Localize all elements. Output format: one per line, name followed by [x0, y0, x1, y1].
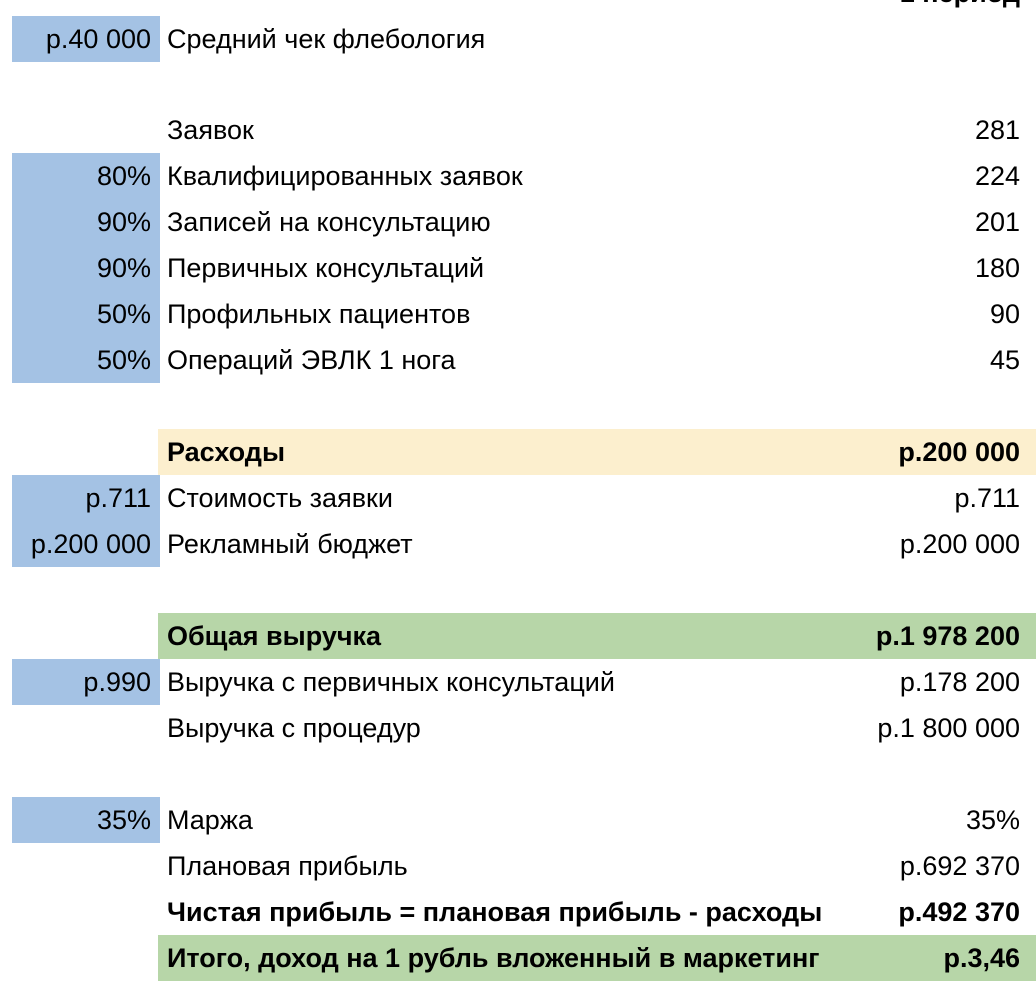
total-revenue-label: Общая выручка — [167, 621, 382, 651]
net-profit-cell[interactable]: Чистая прибыль = плановая прибыль - расх… — [158, 889, 1036, 935]
rev-procedures-value: р.1 800 000 — [877, 713, 1020, 743]
bookings-cell[interactable]: Записей на консультацию 201 — [158, 199, 1036, 245]
request-cost-label: Стоимость заявки — [167, 483, 393, 513]
total-revenue-input-cell[interactable] — [12, 613, 160, 659]
qualified-input-cell[interactable]: 80% — [12, 153, 160, 199]
net-profit-value: р.492 370 — [898, 897, 1020, 927]
row-bookings: 90% Записей на консультацию 201 — [0, 199, 1036, 245]
row-total-revenue: Общая выручка р.1 978 200 — [0, 613, 1036, 659]
operations-cell[interactable]: Операций ЭВЛК 1 нога 45 — [158, 337, 1036, 383]
expenses-label: Расходы — [167, 437, 286, 467]
net-profit-label: Чистая прибыль = плановая прибыль - расх… — [167, 897, 823, 927]
row-expenses: Расходы р.200 000 — [0, 429, 1036, 475]
row-rev-primary: р.990 Выручка с первичных консультаций р… — [0, 659, 1036, 705]
operations-label: Операций ЭВЛК 1 нога — [167, 345, 456, 375]
period-header[interactable]: 1 период — [900, 0, 1020, 8]
rev-procedures-input-cell[interactable] — [12, 705, 160, 751]
requests-value: 281 — [974, 115, 1020, 145]
ad-budget-label: Рекламный бюджет — [167, 529, 413, 559]
profile-label: Профильных пациентов — [167, 299, 471, 329]
margin-label: Маржа — [167, 805, 253, 835]
avg-check-label-cell[interactable]: Средний чек флебология — [158, 16, 1036, 62]
row-ad-budget: р.200 000 Рекламный бюджет р.200 000 — [0, 521, 1036, 567]
rev-primary-label: Выручка с первичных консультаций — [167, 667, 615, 697]
avg-check-input-cell[interactable]: р.40 000 — [12, 16, 160, 62]
row-roi: Итого, доход на 1 рубль вложенный в марк… — [0, 935, 1036, 981]
expenses-input-cell[interactable] — [12, 429, 160, 475]
row-rev-procedures: Выручка с процедур р.1 800 000 — [0, 705, 1036, 751]
rev-primary-cell[interactable]: Выручка с первичных консультаций р.178 2… — [158, 659, 1036, 705]
requests-cell[interactable]: Заявок 281 — [158, 107, 1036, 153]
avg-check-label: Средний чек флебология — [167, 24, 486, 54]
request-cost-value: р.711 — [954, 483, 1020, 513]
row-margin: 35% Маржа 35% — [0, 797, 1036, 843]
expenses-value: р.200 000 — [898, 437, 1020, 467]
rev-primary-value: р.178 200 — [899, 667, 1020, 697]
request-cost-cell[interactable]: Стоимость заявки р.711 — [158, 475, 1036, 521]
primary-label: Первичных консультаций — [167, 253, 485, 283]
rev-procedures-cell[interactable]: Выручка с процедур р.1 800 000 — [158, 705, 1036, 751]
total-revenue-value: р.1 978 200 — [875, 621, 1020, 651]
rev-procedures-label: Выручка с процедур — [167, 713, 421, 743]
row-operations: 50% Операций ЭВЛК 1 нога 45 — [0, 337, 1036, 383]
margin-value: 35% — [965, 805, 1020, 835]
roi-cell[interactable]: Итого, доход на 1 рубль вложенный в марк… — [158, 935, 1036, 981]
planned-profit-value: р.692 370 — [899, 851, 1020, 881]
operations-input-cell[interactable]: 50% — [12, 337, 160, 383]
margin-input-cell[interactable]: 35% — [12, 797, 160, 843]
row-qualified: 80% Квалифицированных заявок 224 — [0, 153, 1036, 199]
profile-value: 90 — [989, 299, 1020, 329]
row-net-profit: Чистая прибыль = плановая прибыль - расх… — [0, 889, 1036, 935]
bookings-input-cell[interactable]: 90% — [12, 199, 160, 245]
requests-label: Заявок — [167, 115, 254, 145]
bookings-label: Записей на консультацию — [167, 207, 491, 237]
row-profile: 50% Профильных пациентов 90 — [0, 291, 1036, 337]
roi-label: Итого, доход на 1 рубль вложенный в марк… — [167, 943, 820, 973]
net-profit-input-cell[interactable] — [12, 889, 160, 935]
qualified-value: 224 — [974, 161, 1020, 191]
row-request-cost: р.711 Стоимость заявки р.711 — [0, 475, 1036, 521]
planned-profit-cell[interactable]: Плановая прибыль р.692 370 — [158, 843, 1036, 889]
roi-input-cell[interactable] — [12, 935, 160, 981]
rev-primary-input-cell[interactable]: р.990 — [12, 659, 160, 705]
requests-input-cell[interactable] — [12, 107, 160, 153]
total-revenue-cell[interactable]: Общая выручка р.1 978 200 — [158, 613, 1036, 659]
planned-profit-input-cell[interactable] — [12, 843, 160, 889]
row-requests: Заявок 281 — [0, 107, 1036, 153]
primary-value: 180 — [974, 253, 1020, 283]
primary-cell[interactable]: Первичных консультаций 180 — [158, 245, 1036, 291]
expenses-cell[interactable]: Расходы р.200 000 — [158, 429, 1036, 475]
request-cost-input-cell[interactable]: р.711 — [12, 475, 160, 521]
ad-budget-input-cell[interactable]: р.200 000 — [12, 521, 160, 567]
planned-profit-label: Плановая прибыль — [167, 851, 408, 881]
ad-budget-value: р.200 000 — [899, 529, 1020, 559]
profile-cell[interactable]: Профильных пациентов 90 — [158, 291, 1036, 337]
qualified-label: Квалифицированных заявок — [167, 161, 523, 191]
qualified-cell[interactable]: Квалифицированных заявок 224 — [158, 153, 1036, 199]
roi-value: р.3,46 — [943, 943, 1020, 973]
row-avg-check: р.40 000 Средний чек флебология — [0, 16, 1036, 62]
primary-input-cell[interactable]: 90% — [12, 245, 160, 291]
bookings-value: 201 — [974, 207, 1020, 237]
profile-input-cell[interactable]: 50% — [12, 291, 160, 337]
row-primary: 90% Первичных консультаций 180 — [0, 245, 1036, 291]
operations-value: 45 — [989, 345, 1020, 375]
ad-budget-cell[interactable]: Рекламный бюджет р.200 000 — [158, 521, 1036, 567]
row-planned-profit: Плановая прибыль р.692 370 — [0, 843, 1036, 889]
margin-cell[interactable]: Маржа 35% — [158, 797, 1036, 843]
